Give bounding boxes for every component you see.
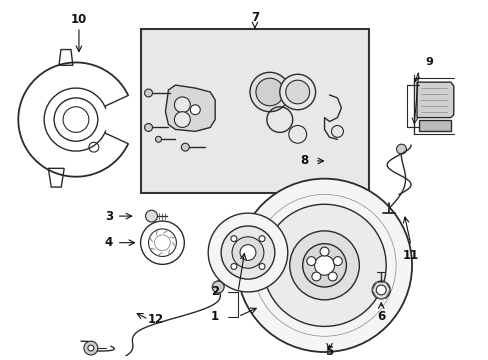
Circle shape (396, 144, 406, 154)
Circle shape (181, 143, 189, 151)
Circle shape (259, 236, 264, 242)
Circle shape (221, 226, 274, 279)
Circle shape (302, 244, 346, 287)
Polygon shape (418, 120, 450, 131)
Text: 2: 2 (211, 285, 219, 298)
Text: 11: 11 (402, 249, 418, 262)
Polygon shape (165, 85, 215, 131)
Polygon shape (416, 82, 453, 118)
Circle shape (237, 179, 411, 352)
Circle shape (144, 123, 152, 131)
Circle shape (212, 281, 224, 293)
Circle shape (208, 213, 287, 292)
Circle shape (279, 74, 315, 110)
Circle shape (255, 78, 283, 106)
Circle shape (320, 247, 328, 256)
Circle shape (289, 231, 359, 300)
Circle shape (249, 72, 289, 112)
Circle shape (145, 210, 157, 222)
Text: 5: 5 (325, 345, 333, 357)
Circle shape (311, 272, 320, 281)
Circle shape (285, 80, 309, 104)
Circle shape (155, 136, 161, 142)
Circle shape (371, 281, 389, 299)
Circle shape (306, 257, 315, 266)
Text: 10: 10 (71, 13, 87, 26)
Circle shape (327, 272, 337, 281)
Circle shape (240, 245, 255, 260)
Circle shape (375, 285, 386, 295)
Circle shape (190, 105, 200, 114)
Circle shape (174, 112, 190, 127)
Text: 6: 6 (376, 310, 385, 323)
Circle shape (174, 97, 190, 113)
Circle shape (232, 237, 264, 268)
Circle shape (230, 264, 236, 269)
Circle shape (314, 256, 334, 275)
Bar (141, 29, 368, 193)
Circle shape (259, 264, 264, 269)
Circle shape (84, 341, 98, 355)
Text: 8: 8 (300, 154, 308, 167)
Polygon shape (215, 279, 224, 290)
Circle shape (333, 257, 342, 266)
Circle shape (230, 236, 236, 242)
Text: 7: 7 (250, 11, 259, 24)
Text: 3: 3 (104, 210, 113, 222)
Circle shape (263, 204, 386, 327)
Text: 4: 4 (104, 236, 113, 249)
Circle shape (88, 345, 94, 351)
Text: 9: 9 (424, 58, 432, 67)
Circle shape (144, 89, 152, 97)
Text: 1: 1 (211, 310, 219, 323)
Text: 12: 12 (147, 313, 163, 326)
